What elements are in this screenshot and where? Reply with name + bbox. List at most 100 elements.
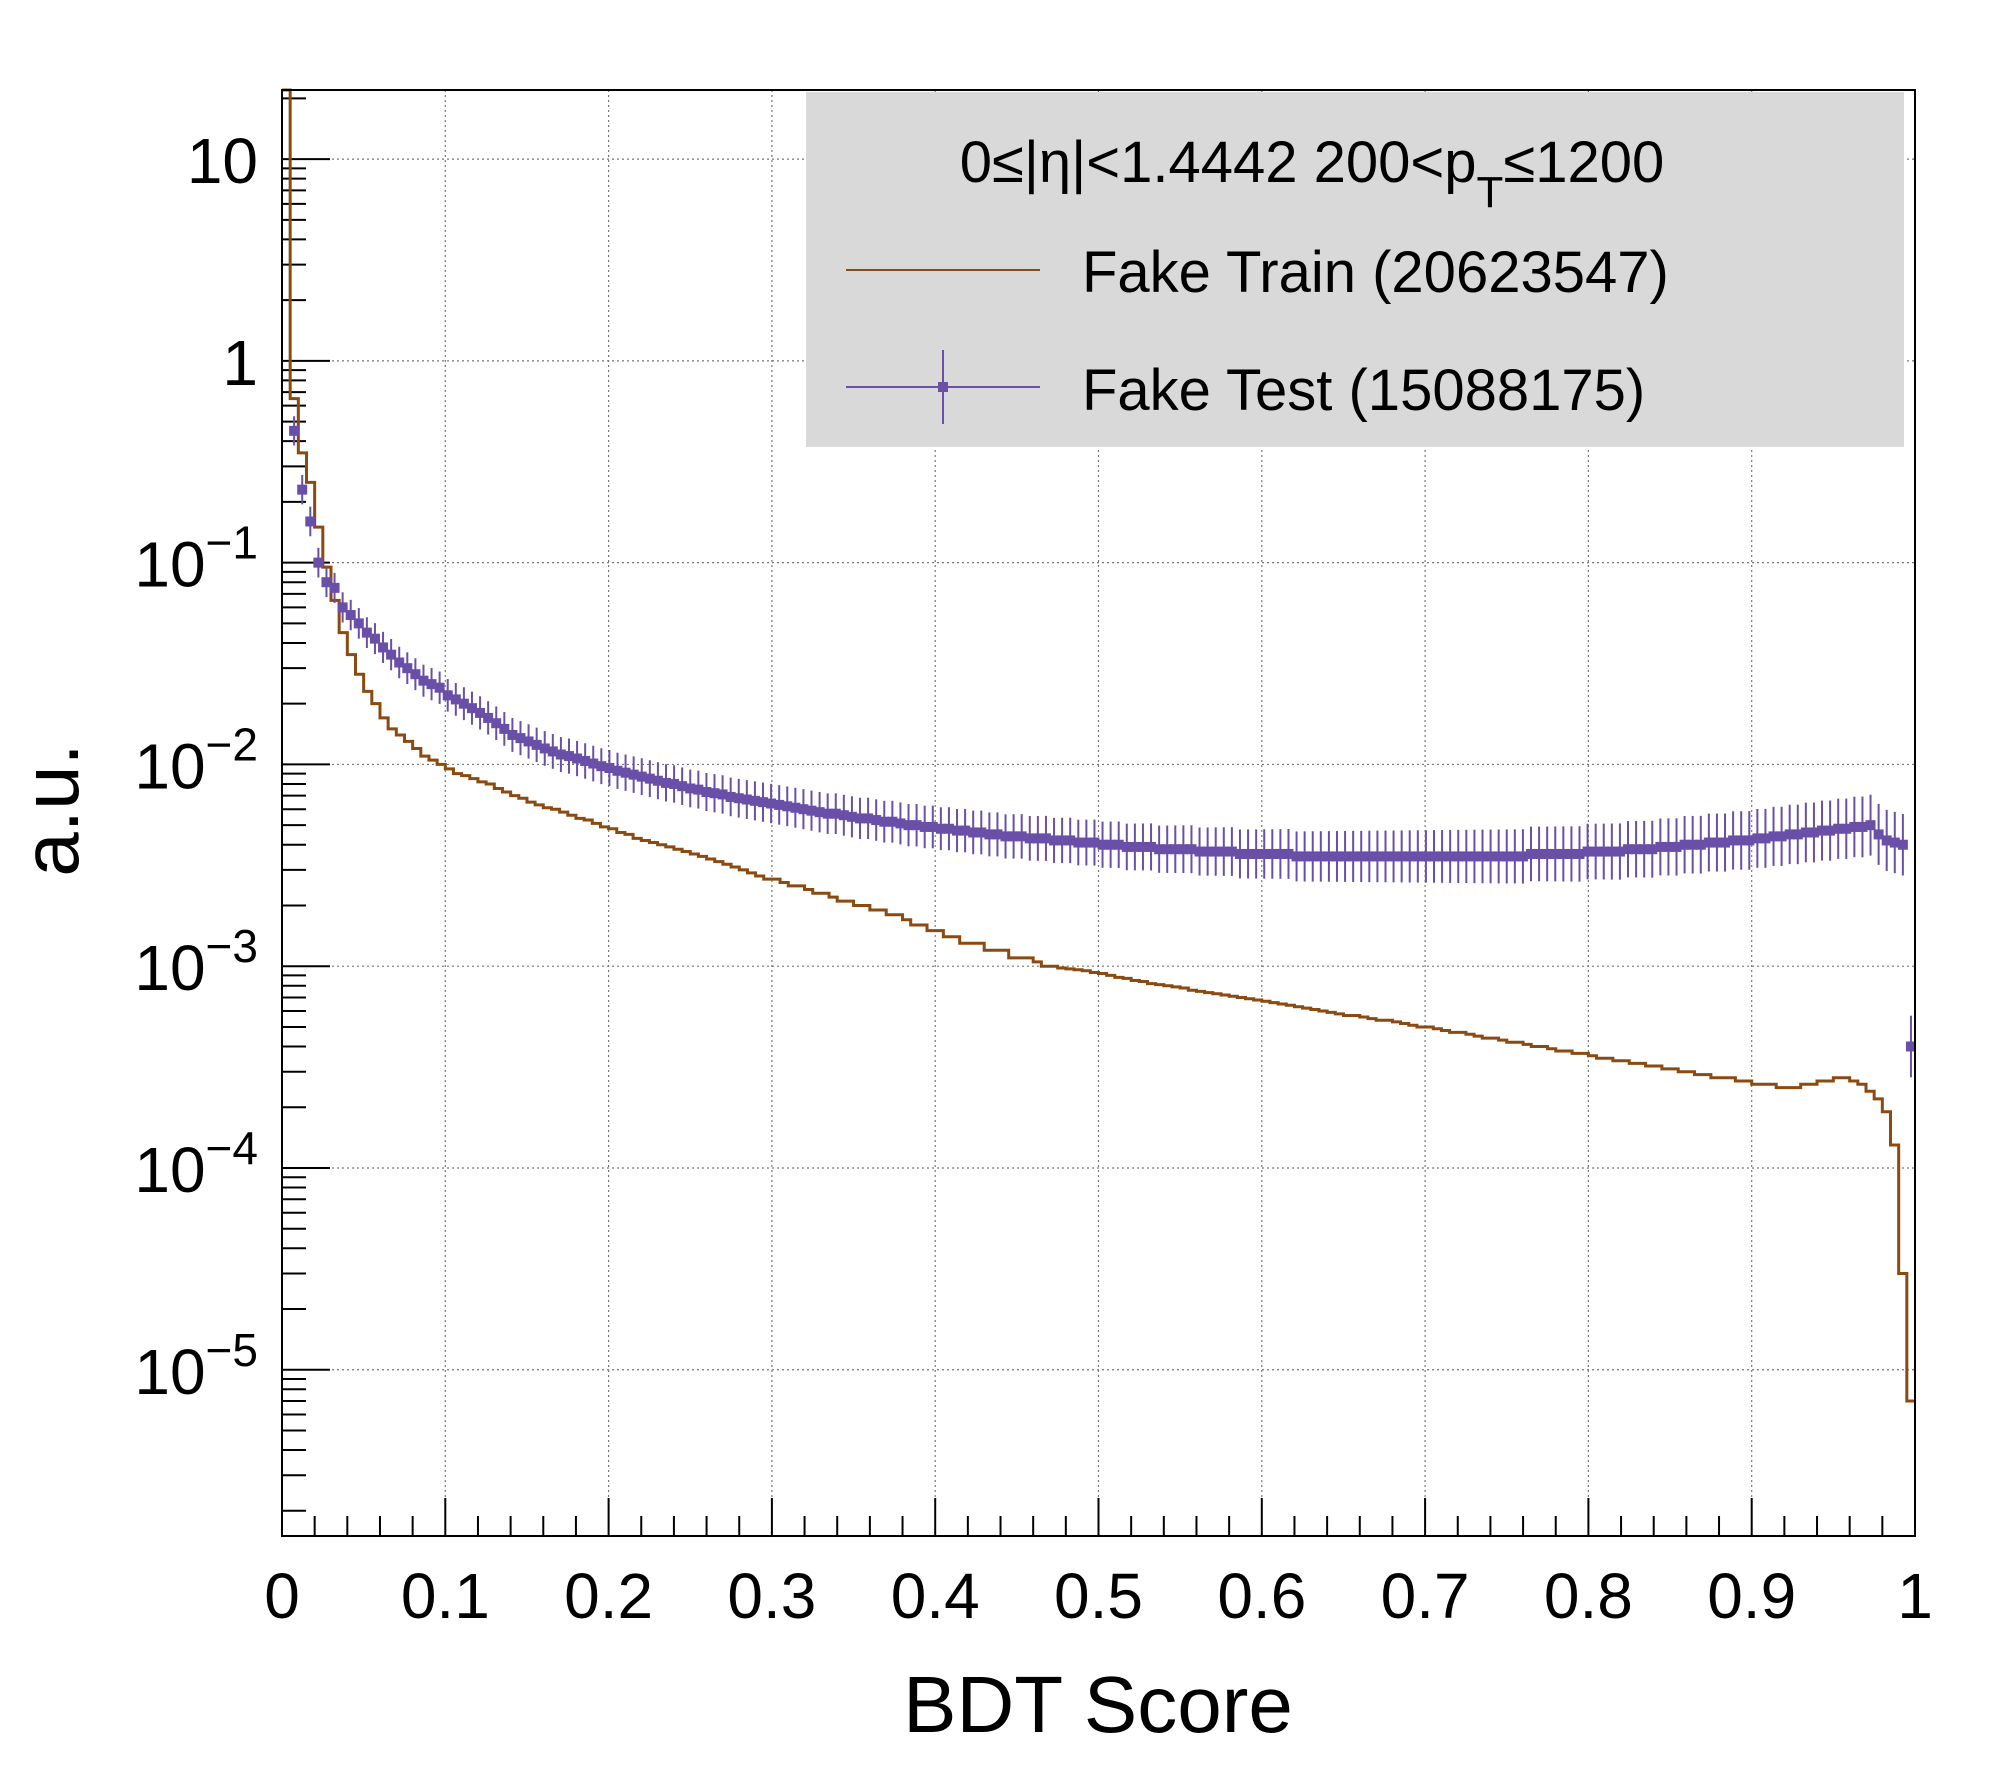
fake-test-point bbox=[1291, 851, 1302, 862]
series-fake-test bbox=[289, 416, 1916, 1078]
fake-test-point bbox=[483, 712, 494, 723]
legend-header-part2: ≤1200 bbox=[1503, 130, 1664, 195]
fake-test-point bbox=[798, 804, 809, 815]
fake-test-point bbox=[749, 795, 760, 806]
fake-test-point bbox=[1170, 844, 1181, 855]
fake-test-point bbox=[337, 602, 348, 613]
fake-test-point bbox=[1881, 835, 1892, 846]
fake-test-point bbox=[450, 694, 461, 705]
fake-test-point bbox=[345, 610, 356, 621]
fake-test-point bbox=[1534, 848, 1545, 859]
y-tick-base: 10 bbox=[187, 125, 258, 197]
fake-test-point bbox=[539, 743, 550, 754]
fake-test-point bbox=[685, 783, 696, 794]
y-tick-label: 10 bbox=[187, 125, 258, 197]
legend-header-part1: 0≤|η|<1.4442 200<p bbox=[960, 130, 1477, 195]
fake-test-point bbox=[1485, 851, 1496, 862]
fake-test-point bbox=[725, 791, 736, 802]
fake-test-point bbox=[1679, 839, 1690, 850]
fake-test-point bbox=[466, 703, 477, 714]
fake-test-point bbox=[499, 723, 510, 734]
fake-test-point bbox=[1105, 839, 1116, 850]
fake-test-point bbox=[1000, 831, 1011, 842]
fake-test-point bbox=[1865, 820, 1876, 831]
fake-test-point bbox=[313, 557, 324, 568]
fake-test-point bbox=[1162, 844, 1173, 855]
fake-test-point bbox=[1582, 846, 1593, 857]
fake-test-point bbox=[1736, 835, 1747, 846]
fake-test-point bbox=[1210, 846, 1221, 857]
fake-test-point bbox=[547, 746, 558, 757]
fake-test-point bbox=[1647, 844, 1658, 855]
fake-test-point bbox=[1073, 837, 1084, 848]
fake-test-point bbox=[943, 823, 954, 834]
fake-test-point bbox=[1598, 846, 1609, 857]
legend: 0≤|η|<1.4442 200<pT≤1200 Fake Train (206… bbox=[806, 92, 1904, 447]
fake-test-point bbox=[1526, 848, 1537, 859]
fake-test-point bbox=[475, 707, 486, 718]
fake-test-point bbox=[1469, 851, 1480, 862]
fake-test-point bbox=[644, 773, 655, 784]
y-tick-base: 10 bbox=[134, 730, 205, 802]
fake-test-point bbox=[1380, 851, 1391, 862]
fake-test-point bbox=[1687, 839, 1698, 850]
y-tick-label: 1 bbox=[222, 327, 258, 399]
x-tick-label: 0.2 bbox=[564, 1560, 653, 1632]
fake-test-point bbox=[1897, 839, 1908, 850]
fake-test-point bbox=[305, 516, 316, 527]
fake-test-point bbox=[1065, 835, 1076, 846]
fake-test-point bbox=[1808, 827, 1819, 838]
fake-test-point bbox=[1194, 846, 1205, 857]
fake-test-point bbox=[1049, 835, 1060, 846]
fake-test-point bbox=[968, 827, 979, 838]
fake-test-point bbox=[1849, 821, 1860, 832]
fake-test-point bbox=[555, 749, 566, 760]
fake-test-point bbox=[1243, 848, 1254, 859]
fake-test-point bbox=[758, 797, 769, 808]
fake-test-point bbox=[1437, 851, 1448, 862]
fake-test-point bbox=[1178, 844, 1189, 855]
fake-test-point bbox=[1905, 1041, 1916, 1052]
fake-test-point bbox=[1299, 851, 1310, 862]
fake-test-point bbox=[1186, 844, 1197, 855]
fake-test-point bbox=[871, 815, 882, 826]
fake-test-point bbox=[1137, 841, 1148, 852]
legend-test-marker bbox=[938, 382, 948, 392]
fake-test-point bbox=[1024, 833, 1035, 844]
fake-test-point bbox=[701, 787, 712, 798]
fake-test-point bbox=[1251, 848, 1262, 859]
fake-test-point bbox=[1396, 851, 1407, 862]
x-tick-label: 0.1 bbox=[401, 1560, 490, 1632]
fake-test-point bbox=[1703, 837, 1714, 848]
fake-test-point bbox=[1315, 851, 1326, 862]
fake-test-point bbox=[1558, 848, 1569, 859]
fake-test-point bbox=[1081, 837, 1092, 848]
fake-test-point bbox=[652, 775, 663, 786]
y-tick-exponent: −4 bbox=[206, 1122, 258, 1174]
x-axis-title: BDT Score bbox=[903, 1660, 1293, 1749]
fake-test-point bbox=[418, 675, 429, 686]
fake-test-point bbox=[660, 777, 671, 788]
fake-test-point bbox=[717, 789, 728, 800]
y-tick-label: 10−3 bbox=[134, 920, 258, 1004]
fake-test-point bbox=[1776, 831, 1787, 842]
fake-test-point bbox=[394, 657, 405, 668]
y-tick-label: 10−2 bbox=[134, 718, 258, 802]
fake-test-point bbox=[1517, 851, 1528, 862]
fake-test-point bbox=[1121, 841, 1132, 852]
fake-test-point bbox=[1574, 848, 1585, 859]
fake-test-point bbox=[879, 816, 890, 827]
fake-test-point bbox=[952, 825, 963, 836]
fake-test-point bbox=[1509, 851, 1520, 862]
fake-test-point bbox=[1695, 839, 1706, 850]
fake-test-point bbox=[1639, 844, 1650, 855]
fake-test-point bbox=[1331, 851, 1342, 862]
fake-test-point bbox=[1550, 848, 1561, 859]
fake-test-point bbox=[628, 769, 639, 780]
fake-test-point bbox=[1129, 841, 1140, 852]
fake-test-point bbox=[1146, 841, 1157, 852]
fake-test-point bbox=[523, 736, 534, 747]
fake-test-point bbox=[1711, 837, 1722, 848]
fake-test-point bbox=[636, 771, 647, 782]
series-fake-train bbox=[282, 88, 1915, 1403]
